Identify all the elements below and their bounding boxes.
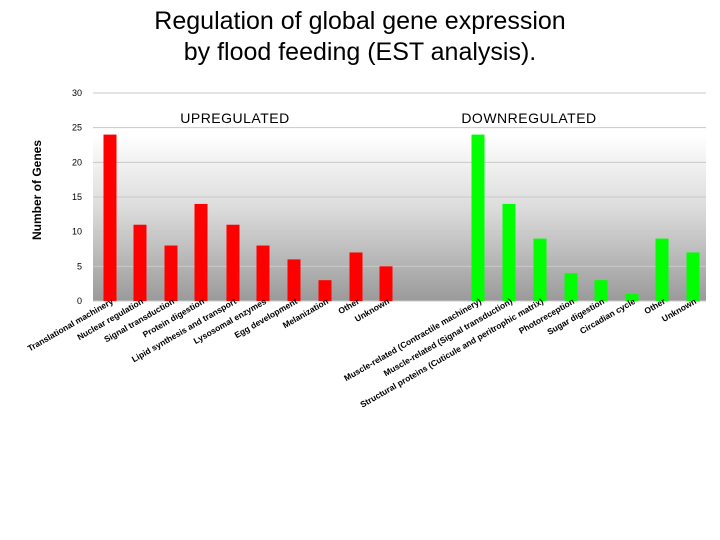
chart-title-line-1: Regulation of global gene expression bbox=[154, 7, 566, 35]
bar-upregulated bbox=[133, 224, 147, 301]
upregulated-label: UPREGULATED bbox=[180, 110, 289, 126]
bar-upregulated bbox=[103, 134, 117, 301]
downregulated-label: DOWNREGULATED bbox=[461, 110, 596, 126]
bar-downregulated bbox=[502, 203, 516, 301]
chart-title-line-2: by flood feeding (EST analysis). bbox=[183, 38, 537, 66]
y-axis-label: Number of Genes bbox=[30, 140, 44, 240]
bar-downregulated bbox=[533, 238, 547, 301]
bar-downregulated bbox=[655, 238, 669, 301]
y-tick-label: 30 bbox=[72, 88, 82, 98]
bar-upregulated bbox=[318, 280, 332, 301]
bar-upregulated bbox=[194, 203, 208, 301]
bar-upregulated bbox=[226, 224, 240, 301]
x-category-label: Muscle-related (Signal transduction) bbox=[382, 296, 514, 378]
bar-upregulated bbox=[164, 245, 178, 301]
chart-title: Regulation of global gene expression by … bbox=[0, 6, 720, 68]
bar-upregulated bbox=[349, 252, 363, 301]
y-tick-label: 0 bbox=[77, 296, 82, 306]
y-tick-label: 10 bbox=[72, 227, 82, 237]
bar-downregulated bbox=[625, 294, 639, 301]
bar-upregulated bbox=[256, 245, 270, 301]
bar-upregulated bbox=[287, 259, 301, 301]
bar-downregulated bbox=[564, 273, 578, 301]
y-tick-label: 15 bbox=[72, 192, 82, 202]
y-tick-label: 20 bbox=[72, 157, 82, 167]
x-category-label: Circadian cycle bbox=[578, 296, 637, 336]
y-axis-ticks: 0 5 10 15 20 25 30 bbox=[72, 88, 82, 306]
bar-downregulated bbox=[686, 252, 700, 301]
bar-downregulated bbox=[594, 280, 608, 301]
bars bbox=[103, 134, 700, 301]
y-tick-label: 5 bbox=[77, 261, 82, 271]
y-tick-label: 25 bbox=[72, 123, 82, 133]
bar-downregulated bbox=[471, 134, 485, 301]
bar-upregulated bbox=[379, 266, 393, 301]
